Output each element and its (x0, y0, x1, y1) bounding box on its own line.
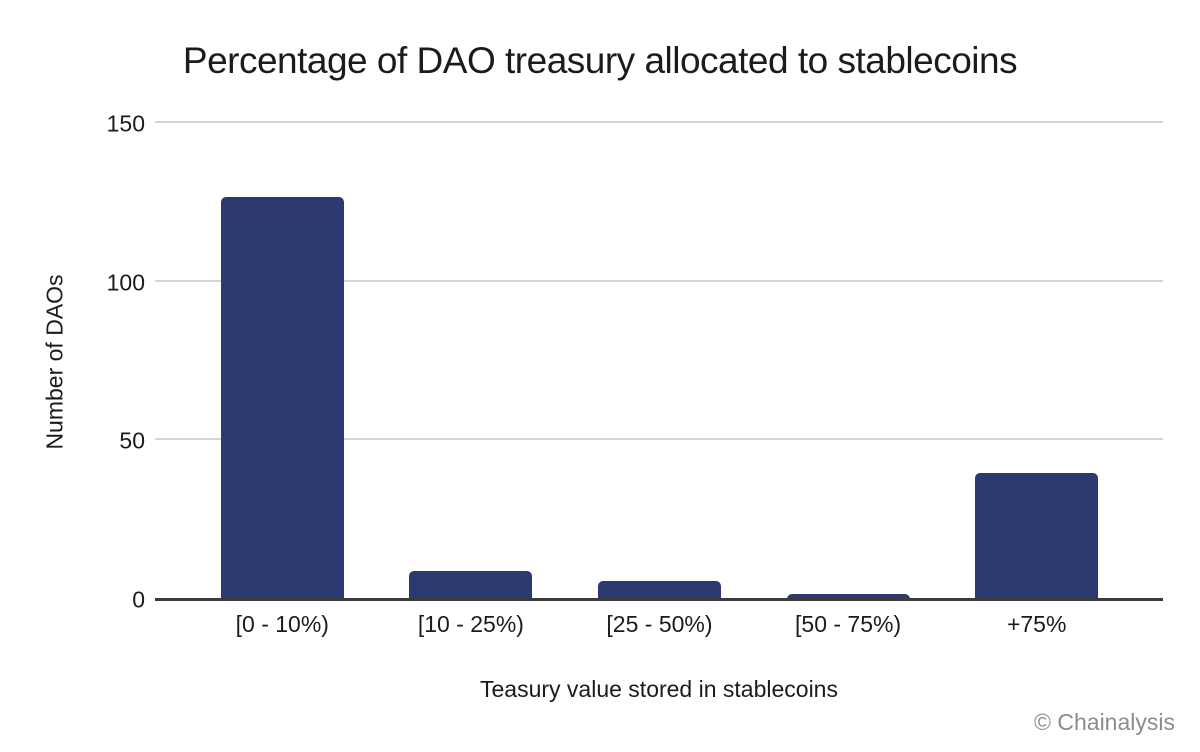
bar-4 (975, 473, 1099, 600)
y-tick-label-100: 100 (106, 269, 145, 296)
bar-slot-2 (565, 124, 754, 600)
plot-area (155, 121, 1163, 601)
watermark: © Chainalysis (1034, 709, 1175, 735)
x-tick-label-3: [50 - 75%) (795, 611, 902, 637)
x-axis-tick-labels: [0 - 10%) [10 - 25%) [25 - 50%) [50 - 75%) +… (188, 611, 1131, 638)
y-axis-tick-labels: 0 50 100 150 (0, 112, 145, 611)
x-tick-label-0: [0 - 10%) (235, 611, 329, 637)
bar-slot-1 (377, 124, 566, 600)
x-tick-label-1: [10 - 25%) (417, 611, 524, 637)
y-tick-label-50: 50 (119, 427, 145, 454)
bar-slot-4 (942, 124, 1131, 600)
y-tick-label-150: 150 (106, 110, 145, 137)
gridline-50 (155, 438, 1163, 441)
x-tick-label-4: +75% (1006, 611, 1067, 637)
bars-row (188, 124, 1131, 600)
bar-2 (597, 580, 721, 600)
bar-slot-3 (754, 124, 943, 600)
x-axis-line (155, 598, 1163, 601)
x-tick-label-2: [25 - 50%) (606, 611, 713, 637)
gridline-100 (155, 279, 1163, 282)
y-tick-label-0: 0 (132, 586, 145, 613)
gridline-150 (155, 121, 1163, 123)
bar-slot-0 (188, 124, 377, 600)
bar-0 (220, 197, 344, 600)
bar-1 (409, 571, 533, 600)
x-axis-title: Teasury value stored in stablecoins (480, 676, 838, 702)
bar-3 (786, 593, 910, 600)
chart-title: Percentage of DAO treasury allocated to … (182, 40, 1018, 81)
